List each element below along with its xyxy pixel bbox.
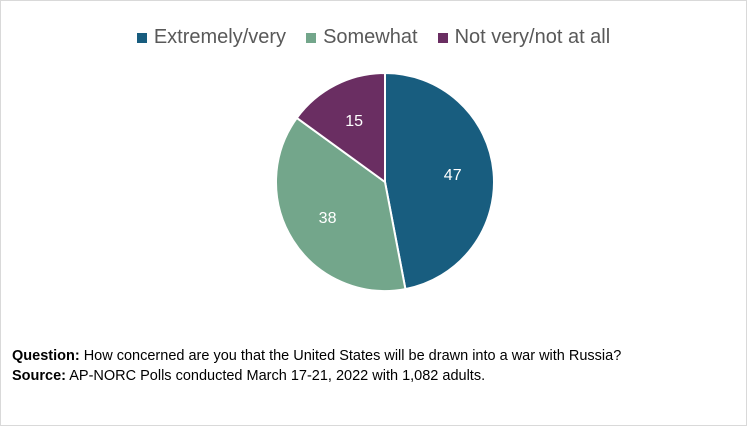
question-text: How concerned are you that the United St… xyxy=(83,348,622,364)
pie-chart: 47 38 15 xyxy=(275,71,495,292)
legend-swatch-extremely-very xyxy=(136,32,147,43)
legend-label-not-very: Not very/not at all xyxy=(454,26,611,48)
chart-notes: Question: How concerned are you that the… xyxy=(12,346,737,386)
legend: Extremely/very Somewhat Not very/not at … xyxy=(0,26,747,49)
legend-swatch-not-very xyxy=(437,32,448,43)
data-label-extremely-very: 47 xyxy=(444,167,462,184)
question-line: Question: How concerned are you that the… xyxy=(12,346,737,366)
legend-item-somewhat: Somewhat xyxy=(306,26,418,49)
source-label: Source: xyxy=(12,368,66,384)
source-text: AP-NORC Polls conducted March 17-21, 202… xyxy=(69,368,486,384)
pie-slice-not-very-not-at-all xyxy=(295,71,386,184)
legend-label-somewhat: Somewhat xyxy=(323,26,418,48)
source-line: Source: AP-NORC Polls conducted March 17… xyxy=(12,366,737,386)
pie-slice-somewhat xyxy=(275,116,407,292)
pie-slice-extremely-very xyxy=(384,71,495,291)
data-label-not-very-not-at-all: 15 xyxy=(345,113,363,130)
legend-swatch-somewhat xyxy=(306,32,317,43)
legend-item-extremely-very: Extremely/very xyxy=(136,26,287,49)
data-label-somewhat: 38 xyxy=(319,210,337,227)
legend-label-extremely-very: Extremely/very xyxy=(153,26,287,48)
legend-item-not-very: Not very/not at all xyxy=(437,26,611,49)
question-label: Question: xyxy=(12,348,80,364)
